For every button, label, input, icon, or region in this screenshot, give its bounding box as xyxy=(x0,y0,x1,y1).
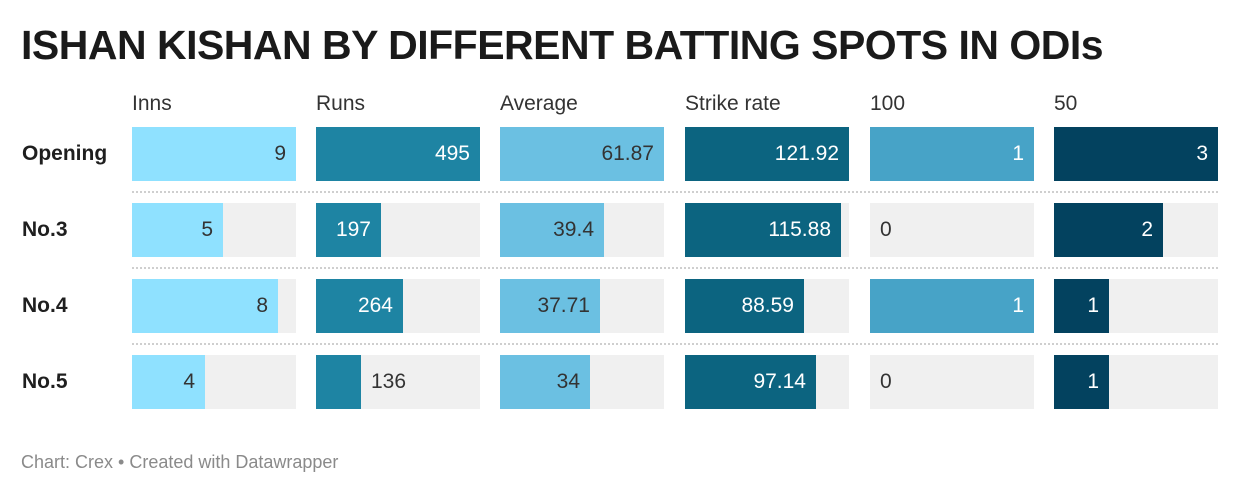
chart-footer: Chart: Crex • Created with Datawrapper xyxy=(21,452,339,472)
column-header-hundreds: 100 xyxy=(870,92,906,115)
value-label: 1 xyxy=(1012,142,1024,165)
cell-strike_rate: 121.92 xyxy=(685,127,849,181)
chart-title: ISHAN KISHAN BY DIFFERENT BATTING SPOTS … xyxy=(21,22,1104,68)
cell-strike_rate: 88.59 xyxy=(685,279,849,333)
cell-runs: 264 xyxy=(316,279,480,333)
bar-fifties xyxy=(1054,127,1218,181)
bar-runs xyxy=(316,279,403,333)
value-label: 61.87 xyxy=(601,142,654,165)
value-label: 136 xyxy=(371,370,407,393)
value-label: 4 xyxy=(183,370,195,393)
value-label: 1 xyxy=(1087,370,1099,393)
cell-fifties: 1 xyxy=(1054,279,1218,333)
bar-fifties xyxy=(1054,355,1109,409)
bar-strike_rate xyxy=(685,355,816,409)
value-label: 3 xyxy=(1196,142,1208,165)
value-label: 115.88 xyxy=(768,218,831,241)
row-separator xyxy=(132,267,1218,269)
bar-strike_rate xyxy=(685,203,841,257)
value-label: 0 xyxy=(880,218,892,241)
bar-average xyxy=(500,279,600,333)
cell-inns: 5 xyxy=(132,203,296,257)
value-label: 88.59 xyxy=(741,294,794,317)
value-label: 9 xyxy=(274,142,286,165)
row-label: Opening xyxy=(22,142,108,165)
value-label: 5 xyxy=(201,218,213,241)
bar-runs xyxy=(316,127,480,181)
value-label: 0 xyxy=(880,370,892,393)
bar-inns xyxy=(132,279,278,333)
value-label: 121.92 xyxy=(774,142,839,165)
bar-inns xyxy=(132,127,296,181)
cell-fifties: 2 xyxy=(1054,203,1218,257)
value-label: 1 xyxy=(1012,294,1024,317)
cell-average: 39.4 xyxy=(500,203,664,257)
cell-runs: 495 xyxy=(316,127,480,181)
bar-average xyxy=(500,203,604,257)
cell-average: 34 xyxy=(500,355,664,409)
value-label: 37.71 xyxy=(537,294,590,317)
cell-fifties: 3 xyxy=(1054,127,1218,181)
cell-hundreds: 1 xyxy=(870,279,1034,333)
cell-runs: 136 xyxy=(316,355,480,409)
value-label: 495 xyxy=(434,142,470,165)
cell-average: 37.71 xyxy=(500,279,664,333)
row-label: No.4 xyxy=(22,294,68,317)
cell-inns: 8 xyxy=(132,279,296,333)
value-label: 264 xyxy=(357,294,393,317)
bar-strike_rate xyxy=(685,127,849,181)
row-label: No.3 xyxy=(22,218,68,241)
cell-fifties: 1 xyxy=(1054,355,1218,409)
column-header-strike_rate: Strike rate xyxy=(685,92,781,115)
bar-average xyxy=(500,355,590,409)
row-separator xyxy=(132,343,1218,345)
value-label: 1 xyxy=(1087,294,1099,317)
column-header-fifties: 50 xyxy=(1054,92,1078,115)
value-label: 97.14 xyxy=(753,370,806,393)
bar-hundreds xyxy=(870,279,1034,333)
cell-hundreds: 0 xyxy=(870,355,1034,409)
bar-fifties xyxy=(1054,279,1109,333)
cell-average: 61.87 xyxy=(500,127,664,181)
value-label: 197 xyxy=(335,218,371,241)
bar-average xyxy=(500,127,664,181)
bar-runs xyxy=(316,203,381,257)
row-separator xyxy=(132,191,1218,193)
cell-runs: 197 xyxy=(316,203,480,257)
cell-strike_rate: 115.88 xyxy=(685,203,849,257)
bar-inns xyxy=(132,203,223,257)
bar-runs xyxy=(316,355,361,409)
row-label: No.5 xyxy=(22,370,68,393)
cell-hundreds: 0 xyxy=(870,203,1034,257)
cell-hundreds: 1 xyxy=(870,127,1034,181)
value-label: 8 xyxy=(256,294,268,317)
value-label: 39.4 xyxy=(553,218,594,241)
column-header-average: Average xyxy=(500,92,578,115)
bar-hundreds xyxy=(870,127,1034,181)
value-label: 34 xyxy=(556,370,580,393)
bar-strike_rate xyxy=(685,279,804,333)
cell-inns: 9 xyxy=(132,127,296,181)
bar-fifties xyxy=(1054,203,1163,257)
cell-inns: 4 xyxy=(132,355,296,409)
value-label: 2 xyxy=(1141,218,1153,241)
cell-strike_rate: 97.14 xyxy=(685,355,849,409)
column-header-inns: Inns xyxy=(132,92,172,115)
column-header-runs: Runs xyxy=(316,92,366,115)
bar-inns xyxy=(132,355,205,409)
